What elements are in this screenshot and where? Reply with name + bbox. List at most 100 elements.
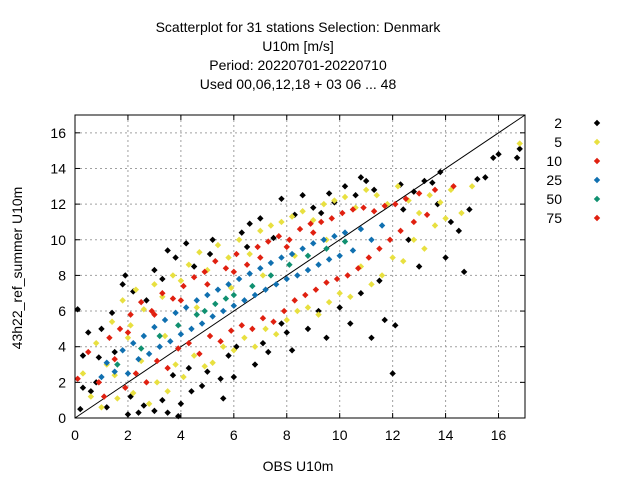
data-point bbox=[114, 395, 121, 402]
data-point bbox=[360, 204, 367, 211]
legend-marker bbox=[593, 214, 601, 222]
data-point bbox=[198, 320, 206, 327]
data-point bbox=[262, 286, 269, 293]
y-tick-label: 12 bbox=[50, 196, 66, 212]
data-point bbox=[362, 177, 370, 185]
data-point bbox=[92, 339, 100, 347]
data-point bbox=[204, 291, 211, 299]
data-point bbox=[516, 140, 523, 147]
data-point bbox=[347, 293, 354, 300]
data-point bbox=[368, 334, 375, 341]
data-point bbox=[212, 300, 219, 308]
data-point bbox=[180, 373, 187, 381]
data-point bbox=[74, 375, 81, 382]
data-point bbox=[206, 332, 214, 340]
data-point bbox=[278, 254, 285, 261]
chart-title: Scatterplot for 31 stations Selection: D… bbox=[156, 19, 442, 92]
data-point bbox=[254, 243, 261, 251]
data-point bbox=[400, 206, 407, 213]
data-point bbox=[217, 338, 224, 345]
data-point bbox=[87, 388, 95, 395]
data-point bbox=[225, 254, 232, 261]
data-point bbox=[333, 275, 341, 283]
data-point bbox=[159, 290, 166, 297]
data-point bbox=[164, 247, 171, 254]
data-point bbox=[267, 272, 275, 279]
data-point bbox=[206, 250, 214, 258]
data-point bbox=[140, 306, 148, 313]
series-75 bbox=[124, 229, 317, 336]
data-point bbox=[283, 316, 290, 324]
y-tick-label: 10 bbox=[50, 232, 66, 248]
data-point bbox=[262, 325, 269, 333]
data-point bbox=[270, 234, 277, 242]
data-point bbox=[230, 302, 238, 309]
data-point bbox=[124, 329, 132, 336]
data-point bbox=[106, 334, 113, 341]
data-point bbox=[344, 272, 351, 279]
data-point bbox=[193, 311, 200, 318]
data-point bbox=[423, 211, 431, 219]
data-point bbox=[283, 329, 290, 336]
data-point bbox=[79, 370, 87, 377]
data-point bbox=[246, 270, 253, 277]
data-point bbox=[495, 151, 502, 158]
data-point bbox=[331, 233, 338, 240]
data-point bbox=[429, 179, 436, 186]
data-point bbox=[257, 227, 264, 235]
data-point bbox=[310, 204, 317, 211]
data-point bbox=[246, 250, 253, 258]
legend-marker bbox=[593, 119, 601, 127]
data-point bbox=[204, 281, 211, 288]
data-point bbox=[246, 220, 253, 227]
legend-item: 75 bbox=[546, 210, 601, 226]
data-point bbox=[143, 379, 150, 386]
data-point bbox=[320, 236, 328, 243]
data-point bbox=[392, 200, 399, 208]
data-point bbox=[137, 298, 145, 306]
data-point bbox=[320, 200, 328, 208]
data-point bbox=[270, 318, 277, 325]
legend-label: 10 bbox=[546, 153, 562, 169]
y-tick-label: 8 bbox=[58, 267, 66, 283]
x-tick-label: 6 bbox=[230, 427, 238, 443]
y-axis-ticks: 0 2 4 6 8 10 12 14 16 bbox=[50, 125, 525, 426]
data-point bbox=[214, 241, 222, 249]
data-point bbox=[235, 236, 243, 243]
data-point bbox=[209, 359, 216, 366]
data-point bbox=[164, 364, 171, 372]
legend-marker bbox=[593, 157, 601, 165]
data-point bbox=[299, 192, 306, 199]
data-point bbox=[259, 339, 267, 347]
data-point bbox=[172, 254, 179, 261]
data-point bbox=[135, 409, 142, 416]
plot-frame bbox=[74, 114, 526, 419]
data-point bbox=[294, 272, 301, 279]
data-point bbox=[339, 209, 346, 217]
data-point bbox=[251, 291, 259, 299]
data-point bbox=[77, 405, 84, 413]
data-point bbox=[288, 250, 296, 258]
data-point bbox=[119, 281, 126, 288]
data-point bbox=[87, 393, 95, 400]
data-point bbox=[233, 250, 240, 258]
grid-lines bbox=[75, 115, 525, 418]
data-point bbox=[378, 272, 386, 279]
data-point bbox=[397, 227, 404, 235]
data-point bbox=[119, 297, 126, 304]
data-point bbox=[230, 268, 238, 276]
data-point bbox=[230, 373, 238, 381]
chart-title-line-1: Scatterplot for 31 stations Selection: D… bbox=[156, 19, 442, 35]
legend-item: 25 bbox=[546, 172, 601, 188]
data-point bbox=[251, 361, 259, 368]
data-point bbox=[431, 186, 439, 194]
data-point bbox=[323, 245, 330, 252]
data-point bbox=[177, 400, 185, 407]
data-point bbox=[230, 291, 238, 299]
data-point bbox=[357, 174, 365, 181]
data-point bbox=[127, 311, 134, 318]
data-point bbox=[378, 222, 386, 229]
data-point bbox=[341, 183, 349, 190]
data-point bbox=[299, 208, 306, 215]
